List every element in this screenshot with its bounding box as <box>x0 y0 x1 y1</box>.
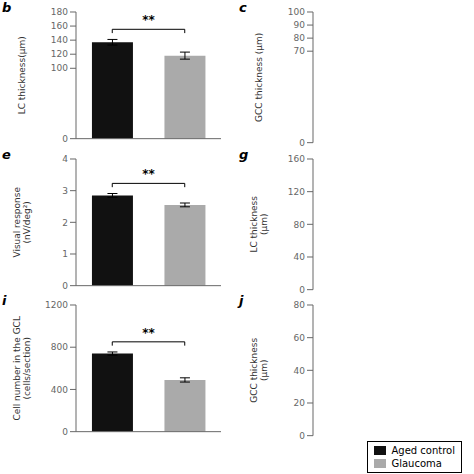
html-text:e: e <box>2 146 11 162</box>
svg-text:Visual response(nV/deg²): Visual response(nV/deg²) <box>12 186 33 257</box>
svg-text:40: 40 <box>294 366 306 376</box>
svg-text:0: 0 <box>62 281 68 291</box>
html-text:b: b <box>2 0 12 15</box>
html-text:c: c <box>239 0 247 15</box>
svg-text:LC thickness(μm): LC thickness(μm) <box>249 195 270 252</box>
svg-text:0: 0 <box>299 285 305 294</box>
svg-text:140: 140 <box>51 35 68 45</box>
svg-text:60: 60 <box>294 333 306 343</box>
svg-text:GCC thickness(μm): GCC thickness(μm) <box>249 338 270 403</box>
svg-text:100: 100 <box>288 7 305 17</box>
svg-text:0: 0 <box>299 138 305 147</box>
svg-text:160: 160 <box>51 21 68 31</box>
svg-text:800: 800 <box>51 343 68 353</box>
svg-text:Cell number in the GCL(cells/s: Cell number in the GCL(cells/section) <box>12 316 33 420</box>
svg-text:120: 120 <box>288 187 305 197</box>
svg-text:400: 400 <box>51 385 68 395</box>
svg-text:180: 180 <box>51 7 68 17</box>
svg-text:70: 70 <box>294 46 306 56</box>
svg-text:**: ** <box>142 13 155 27</box>
svg-text:120: 120 <box>51 49 68 59</box>
svg-text:4: 4 <box>62 154 68 164</box>
html-text:j: j <box>239 293 244 309</box>
svg-text:40: 40 <box>294 252 306 262</box>
svg-text:GCC thickness (μm): GCC thickness (μm) <box>254 33 264 122</box>
svg-text:90: 90 <box>294 20 306 30</box>
svg-text:0: 0 <box>299 431 305 440</box>
svg-text:80: 80 <box>294 33 306 43</box>
svg-text:3: 3 <box>62 186 68 196</box>
svg-text:160: 160 <box>288 154 305 164</box>
html-text:Aged control: Aged control <box>391 445 455 456</box>
html-text:i: i <box>2 293 7 309</box>
svg-text:100: 100 <box>51 63 68 73</box>
svg-text:0: 0 <box>62 427 68 437</box>
svg-text:1200: 1200 <box>45 301 68 311</box>
svg-text:**: ** <box>142 326 155 340</box>
svg-text:80: 80 <box>294 301 306 311</box>
html-text:Glaucoma: Glaucoma <box>391 458 442 469</box>
html-text:g: g <box>239 146 249 162</box>
svg-text:LC thickness(μm): LC thickness(μm) <box>17 36 27 114</box>
svg-text:2: 2 <box>62 217 68 227</box>
svg-text:20: 20 <box>294 398 306 408</box>
svg-text:0: 0 <box>62 134 68 144</box>
svg-text:**: ** <box>142 167 155 181</box>
svg-text:80: 80 <box>294 219 306 229</box>
svg-text:1: 1 <box>62 249 68 259</box>
